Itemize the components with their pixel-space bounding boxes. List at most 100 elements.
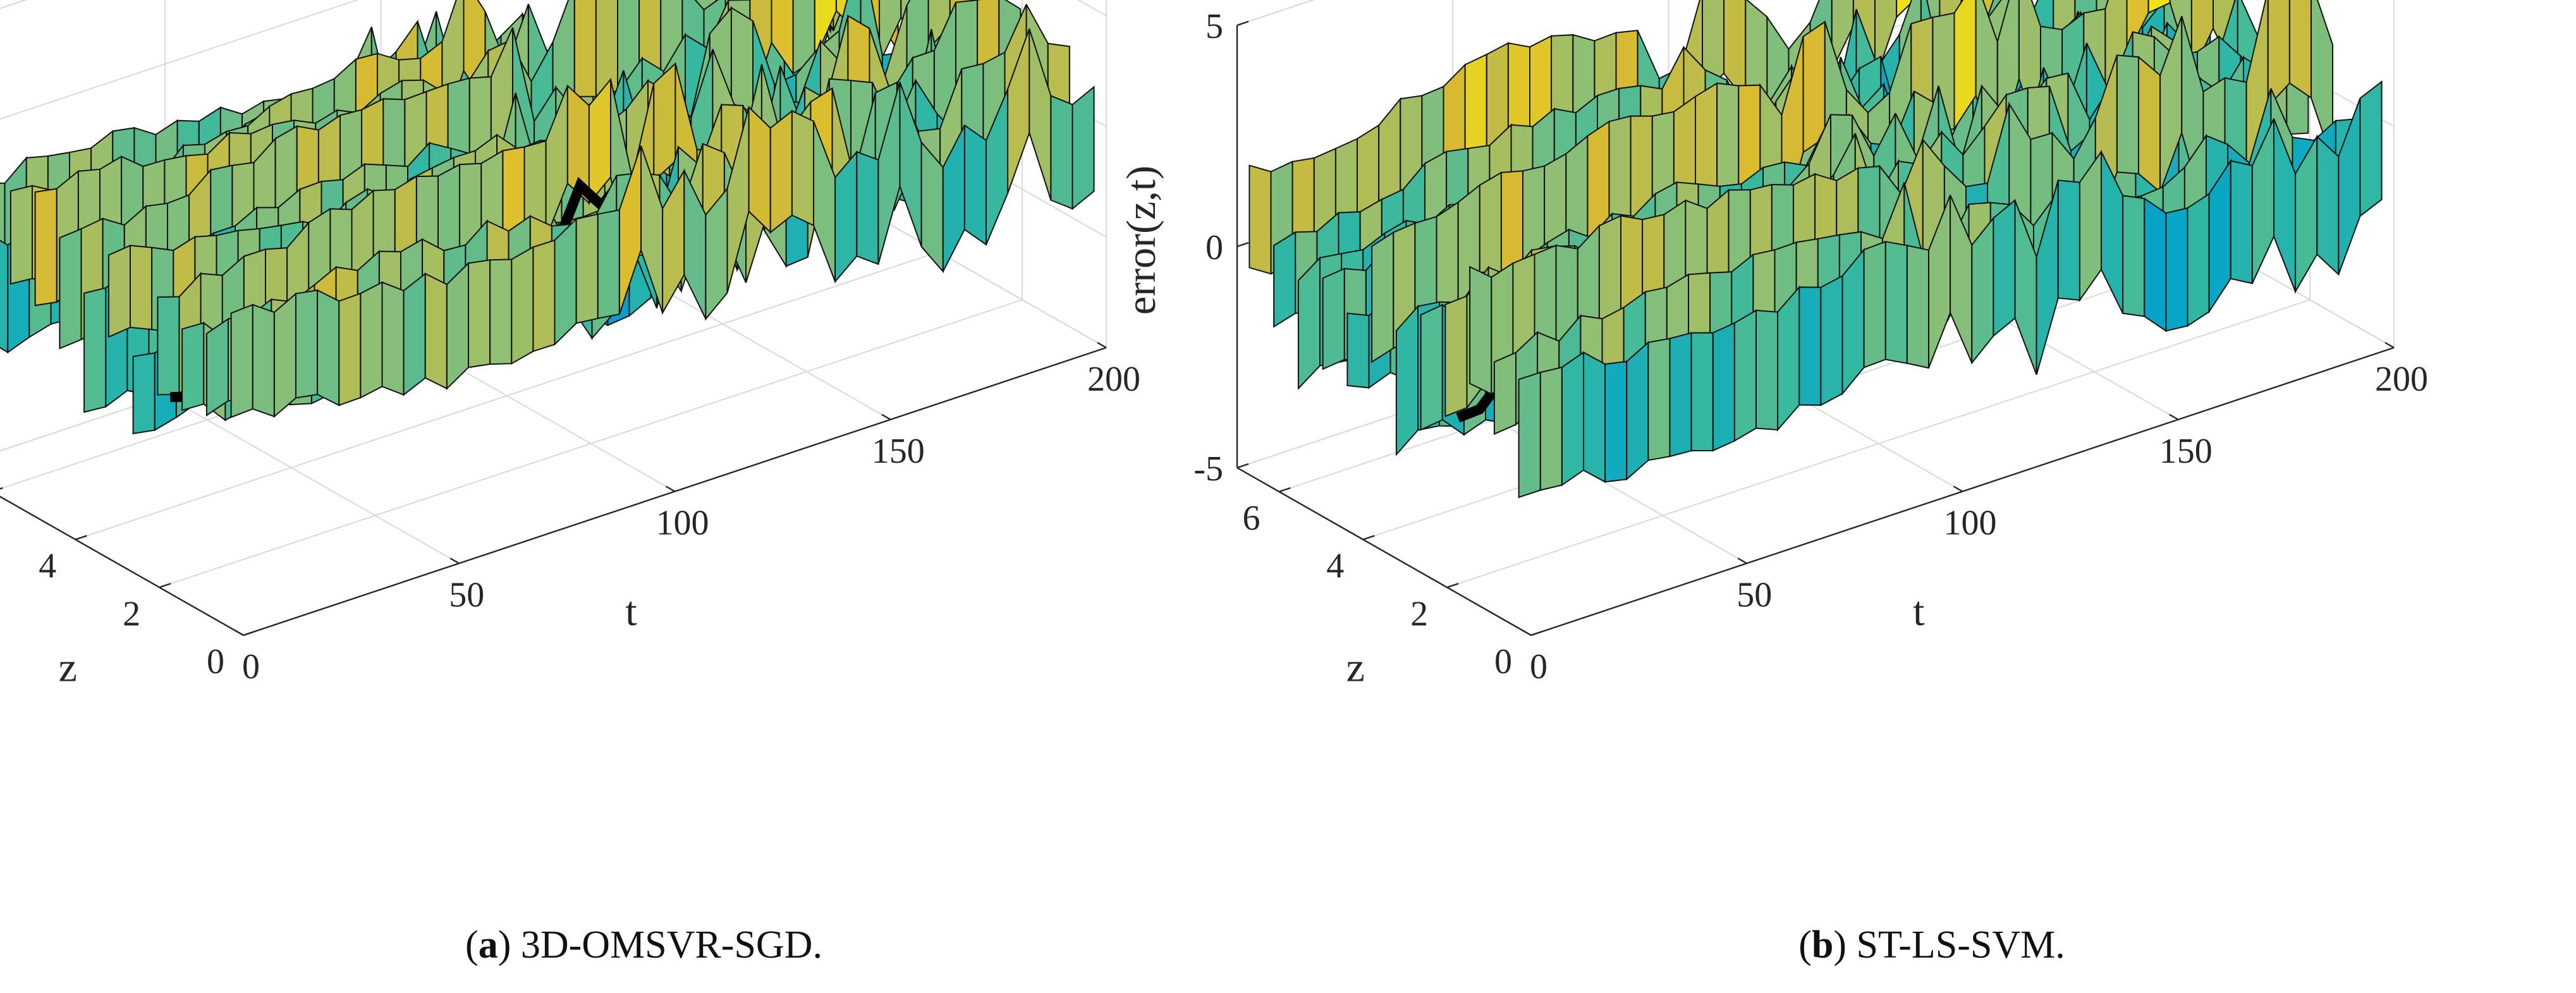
surface-patch [1322,267,1345,370]
z-tick-label: 6 [1242,499,1260,538]
surface-patch [468,259,491,369]
surface-patch [1297,256,1321,391]
surface-patch [1669,332,1692,458]
t-tick-mark [449,557,460,564]
surface-plot-a: 420-2-40501001502000246error(z,t)tz [0,0,1140,690]
surface-patch [360,281,383,399]
t-tick-mark [881,413,891,420]
t-axis-title: t [1913,588,1924,635]
error-tick-label: 5 [1206,7,1223,46]
caption-b-letter: b [1811,923,1834,966]
surface-patch [2116,54,2139,174]
surface-patch [1346,312,1370,389]
surface-patch [1444,295,1468,417]
surface-patch [489,259,513,365]
surface-patch [1583,351,1606,484]
surface-patch [273,292,296,418]
t-tick-mark [2169,413,2179,420]
surface-patch [0,240,9,354]
surface-patch [252,303,275,418]
surface-patch [1647,338,1671,461]
surface-patch [1493,351,1517,436]
t-tick-label: 50 [1737,575,1772,614]
surface-patch [1273,231,1297,328]
surface-patch [1690,332,1714,452]
t-tick-mark [1953,485,1963,492]
t-tick-mark [665,485,676,492]
t-tick-label: 0 [1530,647,1547,686]
surface-patch [83,287,107,413]
z-tick-mark [1279,487,1291,492]
z-tick-mark [159,583,171,588]
surface-patch [1604,360,1628,483]
t-tick-label: 50 [449,575,484,614]
surface-patch [1395,304,1419,456]
t-tick-label: 100 [656,504,709,543]
z-axis-title: z [59,644,77,690]
surface-patch [1993,198,2016,338]
surface-patch [1863,240,1886,369]
t-tick-mark [234,629,244,637]
surface-patch [2359,80,2383,217]
t-tick-mark [1097,341,1107,349]
surface-patch [1050,95,1073,210]
error-tick-mark [1236,463,1249,469]
surface-patch [1841,248,1865,396]
t-tick-label: 150 [872,432,925,471]
surface-patch [1539,366,1563,491]
z-tick-mark [1446,583,1459,588]
t-tick-label: 100 [1944,504,1997,543]
surface-patch [1371,231,1395,363]
surface-patch [446,262,469,391]
caption-a-letter: a [478,923,498,966]
caption-a-text: 3D-OMSVR-SGD. [520,923,822,966]
surface-patch [748,106,771,234]
surface-patch [1798,286,1822,406]
panel-b: 5 0 -5 0 50 100 150 200 0 2 4 6 error(z,t) t z (b) ST-… [1118,0,2576,993]
error-tick-mark [1236,241,1249,248]
surface-patch [1802,20,1826,154]
error-tick-mark [1236,20,1249,27]
z-tick-label: 2 [1410,594,1428,633]
error-surface [0,0,1095,435]
surface-patch [769,109,793,234]
caption-a: (a) 3D-OMSVR-SGD. [465,923,822,966]
z-tick-label: 4 [1326,547,1344,586]
axes: 420-2-40501001502000246 [0,341,1140,686]
surface-patch [554,217,577,346]
surface-patch [1469,265,1492,395]
surface-patch [132,352,156,435]
error-axis-title: error(z,t) [1118,166,1164,315]
t-tick-mark [1737,557,1747,564]
z-tick-mark [1362,535,1375,540]
z-axis-line [0,496,244,637]
surface-patch [1248,164,1272,275]
z-tick-mark [243,630,255,637]
surface-patch [295,289,319,399]
surface-patch [1820,274,1843,406]
surface-patch [2144,197,2167,332]
surface-patch [59,228,82,350]
z-axis-title: z [1346,644,1365,690]
error-tick-label: -5 [1193,449,1223,489]
surface-patch [130,245,153,331]
surface-patch [9,185,33,285]
surface-patch [107,244,131,338]
surface-patch [2138,56,2161,193]
z-tick-label: 0 [207,642,224,681]
surface-patch [1420,303,1443,431]
surface-patch [1518,371,1541,499]
surface-patch [181,322,205,411]
surface-slice [1518,80,2383,499]
surface-patch [1777,285,1800,432]
surface-patch [424,272,448,390]
surface-patch [856,150,879,265]
surface-patch [1716,82,1740,202]
error-tick-label: 0 [1206,228,1223,267]
surface-patch [2057,180,2080,301]
caption-b-text: ST-LS-SVM. [1856,923,2065,966]
surface-patch [573,0,597,97]
surface-patch [34,188,58,307]
